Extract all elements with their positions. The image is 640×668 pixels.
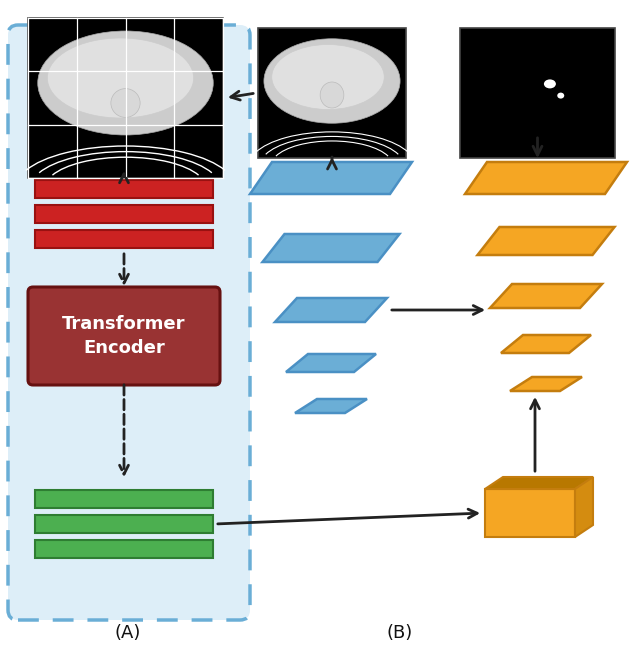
Bar: [460, 28, 615, 158]
Polygon shape: [295, 399, 367, 413]
Polygon shape: [510, 377, 582, 391]
Ellipse shape: [557, 93, 564, 99]
Bar: [35, 540, 213, 558]
Polygon shape: [465, 162, 627, 194]
Bar: [35, 180, 213, 198]
Polygon shape: [490, 284, 602, 308]
Text: Transformer
Encoder: Transformer Encoder: [62, 315, 186, 357]
Bar: [258, 28, 406, 158]
Polygon shape: [575, 477, 593, 537]
Polygon shape: [262, 234, 399, 262]
Polygon shape: [485, 477, 593, 489]
Ellipse shape: [544, 79, 556, 88]
Text: (A): (A): [115, 624, 141, 642]
Ellipse shape: [264, 39, 400, 124]
Ellipse shape: [47, 38, 194, 118]
Ellipse shape: [111, 89, 140, 118]
Polygon shape: [501, 335, 591, 353]
Ellipse shape: [272, 45, 384, 110]
Polygon shape: [275, 298, 387, 322]
FancyBboxPatch shape: [8, 25, 250, 620]
Polygon shape: [485, 489, 575, 537]
Bar: [35, 205, 213, 223]
Text: (B): (B): [387, 624, 413, 642]
Bar: [35, 230, 213, 248]
FancyBboxPatch shape: [28, 287, 220, 385]
Bar: [35, 490, 213, 508]
Ellipse shape: [320, 82, 344, 108]
Bar: [28, 18, 223, 178]
Polygon shape: [250, 162, 412, 194]
Polygon shape: [286, 354, 376, 372]
Ellipse shape: [38, 31, 213, 135]
Bar: [35, 515, 213, 533]
Polygon shape: [477, 227, 614, 255]
